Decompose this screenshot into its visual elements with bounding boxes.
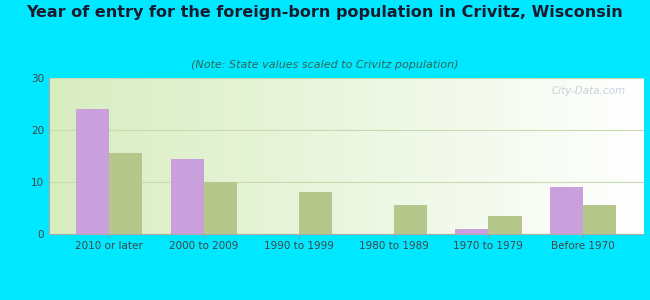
Bar [550,187,583,234]
Bar [455,229,488,234]
Text: Year of entry for the foreign-born population in Crivitz, Wisconsin: Year of entry for the foreign-born popul… [27,4,623,20]
Bar [488,216,521,234]
Bar [393,206,427,234]
Bar [299,192,332,234]
Bar [171,159,204,234]
Bar [204,182,237,234]
Text: City-Data.com: City-Data.com [552,86,626,96]
Bar [583,206,616,234]
Bar [109,153,142,234]
Text: (Note: State values scaled to Crivitz population): (Note: State values scaled to Crivitz po… [191,60,459,70]
Bar [76,109,109,234]
